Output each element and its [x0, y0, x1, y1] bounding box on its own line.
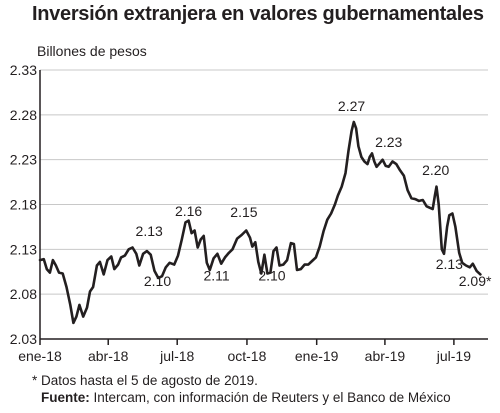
x-tick-label: jul-18	[159, 348, 194, 364]
x-tick-label: ene-19	[295, 348, 339, 364]
x-tick-label: ene-18	[18, 348, 62, 364]
source-text: Intercam, con información de Reuters y e…	[89, 390, 451, 405]
series-layer	[38, 120, 482, 325]
data-labels: 2.13 2.10 2.16 2.11 2.15 2.10 2.27 2.23 2.20 2.13…	[136, 98, 492, 289]
axes: 2.03 2.08 2.13 2.18 2.23 2.28 2.33 ene-18 abr-18…	[10, 62, 488, 364]
source-line: Fuente: Intercam, con información de Reu…	[41, 390, 451, 405]
y-tick-label: 2.03	[10, 331, 37, 347]
footnote: * Datos hasta el 5 de agosto de 2019.	[32, 373, 258, 388]
y-tick-label: 2.33	[10, 62, 37, 78]
data-label: 2.16	[175, 203, 202, 219]
chart-title: Inversión extranjera en valores gubernam…	[32, 3, 484, 25]
data-label: 2.23	[375, 134, 402, 150]
x-tick-label: oct-18	[227, 348, 266, 364]
y-tick-label: 2.13	[10, 241, 37, 257]
x-tick-label: jul-19	[436, 348, 471, 364]
data-label: 2.20	[422, 162, 449, 178]
data-label: 2.27	[338, 98, 365, 114]
y-axis-unit-label: Billones de pesos	[37, 43, 147, 59]
data-label: 2.09*	[459, 273, 492, 289]
data-label: 2.10	[258, 268, 285, 284]
x-tick-label: abr-19	[365, 348, 406, 364]
data-label: 2.11	[204, 268, 230, 284]
grid-lines	[40, 69, 488, 340]
source-label: Fuente:	[41, 390, 90, 405]
y-tick-label: 2.28	[10, 107, 37, 123]
series-line	[38, 120, 482, 325]
y-tick-label: 2.23	[10, 152, 37, 168]
data-label: 2.15	[230, 204, 257, 220]
data-label: 2.10	[144, 273, 171, 289]
x-tick-label: abr-18	[88, 348, 129, 364]
data-label: 2.13	[136, 223, 163, 239]
data-label: 2.13	[436, 256, 463, 272]
y-tick-label: 2.08	[10, 286, 37, 302]
y-tick-label: 2.18	[10, 197, 37, 213]
